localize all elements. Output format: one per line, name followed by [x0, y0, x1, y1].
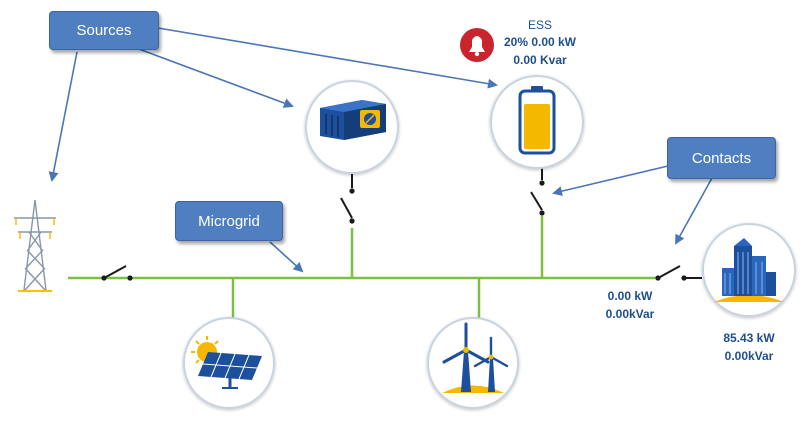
ess-reactive-power: 0.00 Kvar — [513, 53, 567, 67]
sources-callout: Sources — [49, 11, 159, 50]
generator-icon — [320, 100, 386, 140]
load-active-power: 85.43 kW — [723, 331, 775, 345]
arrow-sources-to-grid — [48, 51, 78, 182]
callout-arrows — [48, 27, 713, 273]
ess-breaker[interactable] — [530, 168, 545, 216]
building-icon — [714, 238, 784, 302]
load-breaker[interactable] — [655, 265, 702, 281]
solar-node[interactable] — [183, 317, 275, 409]
microgrid-callout: Microgrid — [175, 201, 283, 241]
generator-node[interactable] — [305, 80, 399, 174]
ess-title: ESS — [527, 18, 552, 32]
ess-node[interactable] — [490, 75, 584, 169]
wind-turbine-icon — [442, 322, 509, 393]
grid-breaker[interactable] — [101, 265, 133, 281]
solar-panel-icon — [191, 336, 262, 389]
bell-icon[interactable] — [460, 28, 494, 62]
generator-breaker[interactable] — [340, 174, 355, 224]
load-node[interactable] — [702, 223, 796, 317]
contacts-callout: Contacts — [667, 137, 776, 179]
arrow-sources-to-ess — [157, 27, 498, 89]
wind-node[interactable] — [427, 317, 519, 409]
battery-fill — [524, 104, 550, 149]
transmission-tower-icon — [14, 199, 56, 292]
bus-lines — [68, 216, 656, 318]
arrow-sources-to-generator — [119, 41, 294, 108]
arrow-contacts-to-load-switch — [675, 177, 713, 245]
arrow-contacts-to-ess-switch — [552, 165, 669, 197]
battery-icon — [518, 86, 556, 155]
ess-soc-power: 20% 0.00 kW — [503, 35, 577, 49]
load-reactive-power: 0.00kVar — [724, 349, 774, 363]
feeder-active-power: 0.00 kW — [607, 289, 653, 303]
arrow-microgrid-to-bus — [269, 241, 304, 273]
feeder-reactive-power: 0.00kVar — [605, 307, 655, 321]
